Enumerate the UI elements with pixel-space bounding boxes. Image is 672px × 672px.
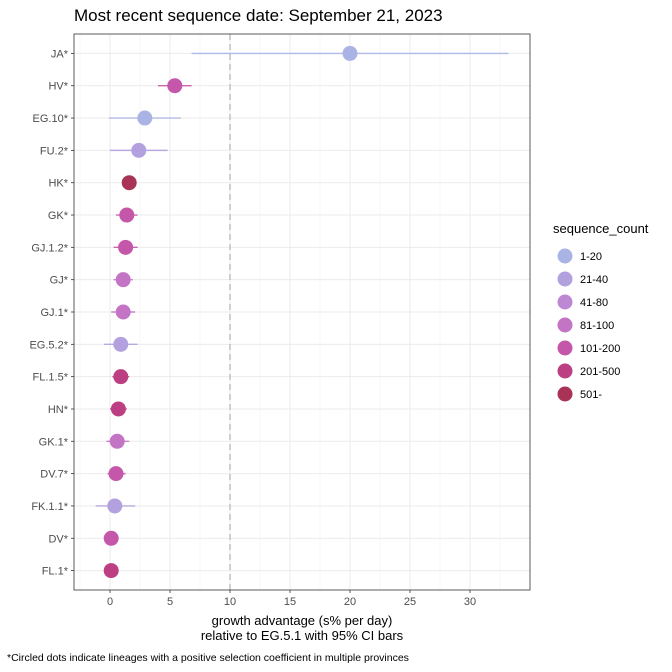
legend-label: 101-200: [580, 343, 620, 355]
y-tick-label: EG.5.2*: [29, 339, 68, 351]
data-point: [103, 563, 119, 579]
x-axis-title-line2: relative to EG.5.1 with 95% CI bars: [201, 628, 404, 643]
legend-label: 501-: [580, 389, 602, 401]
legend-title: sequence_count: [553, 221, 649, 236]
data-point: [118, 239, 134, 255]
x-tick-label: 30: [464, 596, 476, 608]
y-tick-label: GJ*: [50, 275, 69, 287]
data-point: [115, 272, 131, 288]
y-tick-label: FL.1.5*: [33, 372, 69, 384]
legend-items: 1-20 21-40 41-80 81-100 101-200 201-500 501-: [557, 248, 620, 402]
y-tick-label: HK*: [48, 178, 68, 190]
y-tick-label: GJ.1*: [40, 307, 68, 319]
data-point: [131, 142, 147, 158]
data-point: [109, 433, 125, 449]
x-tick-label: 0: [107, 596, 113, 608]
legend-label: 81-100: [580, 320, 614, 332]
legend-key: [557, 271, 573, 287]
y-tick-label: GJ.1.2*: [31, 242, 68, 254]
x-tick-label: 25: [404, 596, 416, 608]
legend-key: [557, 317, 573, 333]
data-point: [113, 336, 129, 352]
data-point: [113, 369, 129, 385]
data-point: [137, 110, 153, 126]
x-tick-label: 5: [167, 596, 173, 608]
y-tick-label: HV*: [48, 81, 68, 93]
data-points: [103, 45, 358, 579]
data-point: [110, 401, 126, 417]
legend-label: 1-20: [580, 251, 602, 263]
y-axis-ticks: JA* HV* EG.10* FU.2* HK* GK* GJ.1.2* GJ* GJ.1* EG…: [29, 48, 74, 578]
x-tick-label: 15: [284, 596, 296, 608]
data-point: [108, 466, 124, 482]
y-tick-label: JA*: [51, 48, 69, 60]
legend-key: [557, 248, 573, 264]
data-point: [115, 304, 131, 320]
legend-label: 21-40: [580, 274, 608, 286]
legend-key: [557, 386, 573, 402]
data-point: [342, 45, 358, 61]
data-point: [107, 498, 123, 514]
caption: *Circled dots indicate lineages with a p…: [7, 652, 409, 664]
legend-label: 201-500: [580, 366, 620, 378]
y-tick-label: DV*: [48, 533, 68, 545]
y-tick-label: GK*: [48, 210, 69, 222]
legend-key: [557, 340, 573, 356]
y-tick-label: FU.2*: [40, 145, 69, 157]
x-tick-label: 10: [224, 596, 236, 608]
y-tick-label: GK.1*: [39, 436, 69, 448]
y-tick-label: DV.7*: [40, 469, 68, 481]
chart-title: Most recent sequence date: September 21,…: [74, 6, 443, 25]
x-axis-ticks: 0 5 10 15 20 25 30: [107, 590, 476, 608]
legend-key: [557, 294, 573, 310]
y-tick-label: HN*: [48, 404, 69, 416]
data-point: [167, 78, 183, 94]
legend-label: 41-80: [580, 297, 608, 309]
data-point: [103, 530, 119, 546]
data-point: [121, 175, 137, 191]
plot-panel: [73, 33, 531, 591]
x-tick-label: 20: [344, 596, 356, 608]
y-tick-label: FL.1*: [42, 566, 69, 578]
data-point: [119, 207, 135, 223]
legend: sequence_count 1-20 21-40 41-80 81-100 101-2…: [553, 221, 649, 402]
y-tick-label: FK.1.1*: [31, 501, 68, 513]
x-axis-title-line1: growth advantage (s% per day): [212, 613, 393, 628]
y-tick-label: EG.10*: [33, 113, 69, 125]
legend-key: [557, 363, 573, 379]
